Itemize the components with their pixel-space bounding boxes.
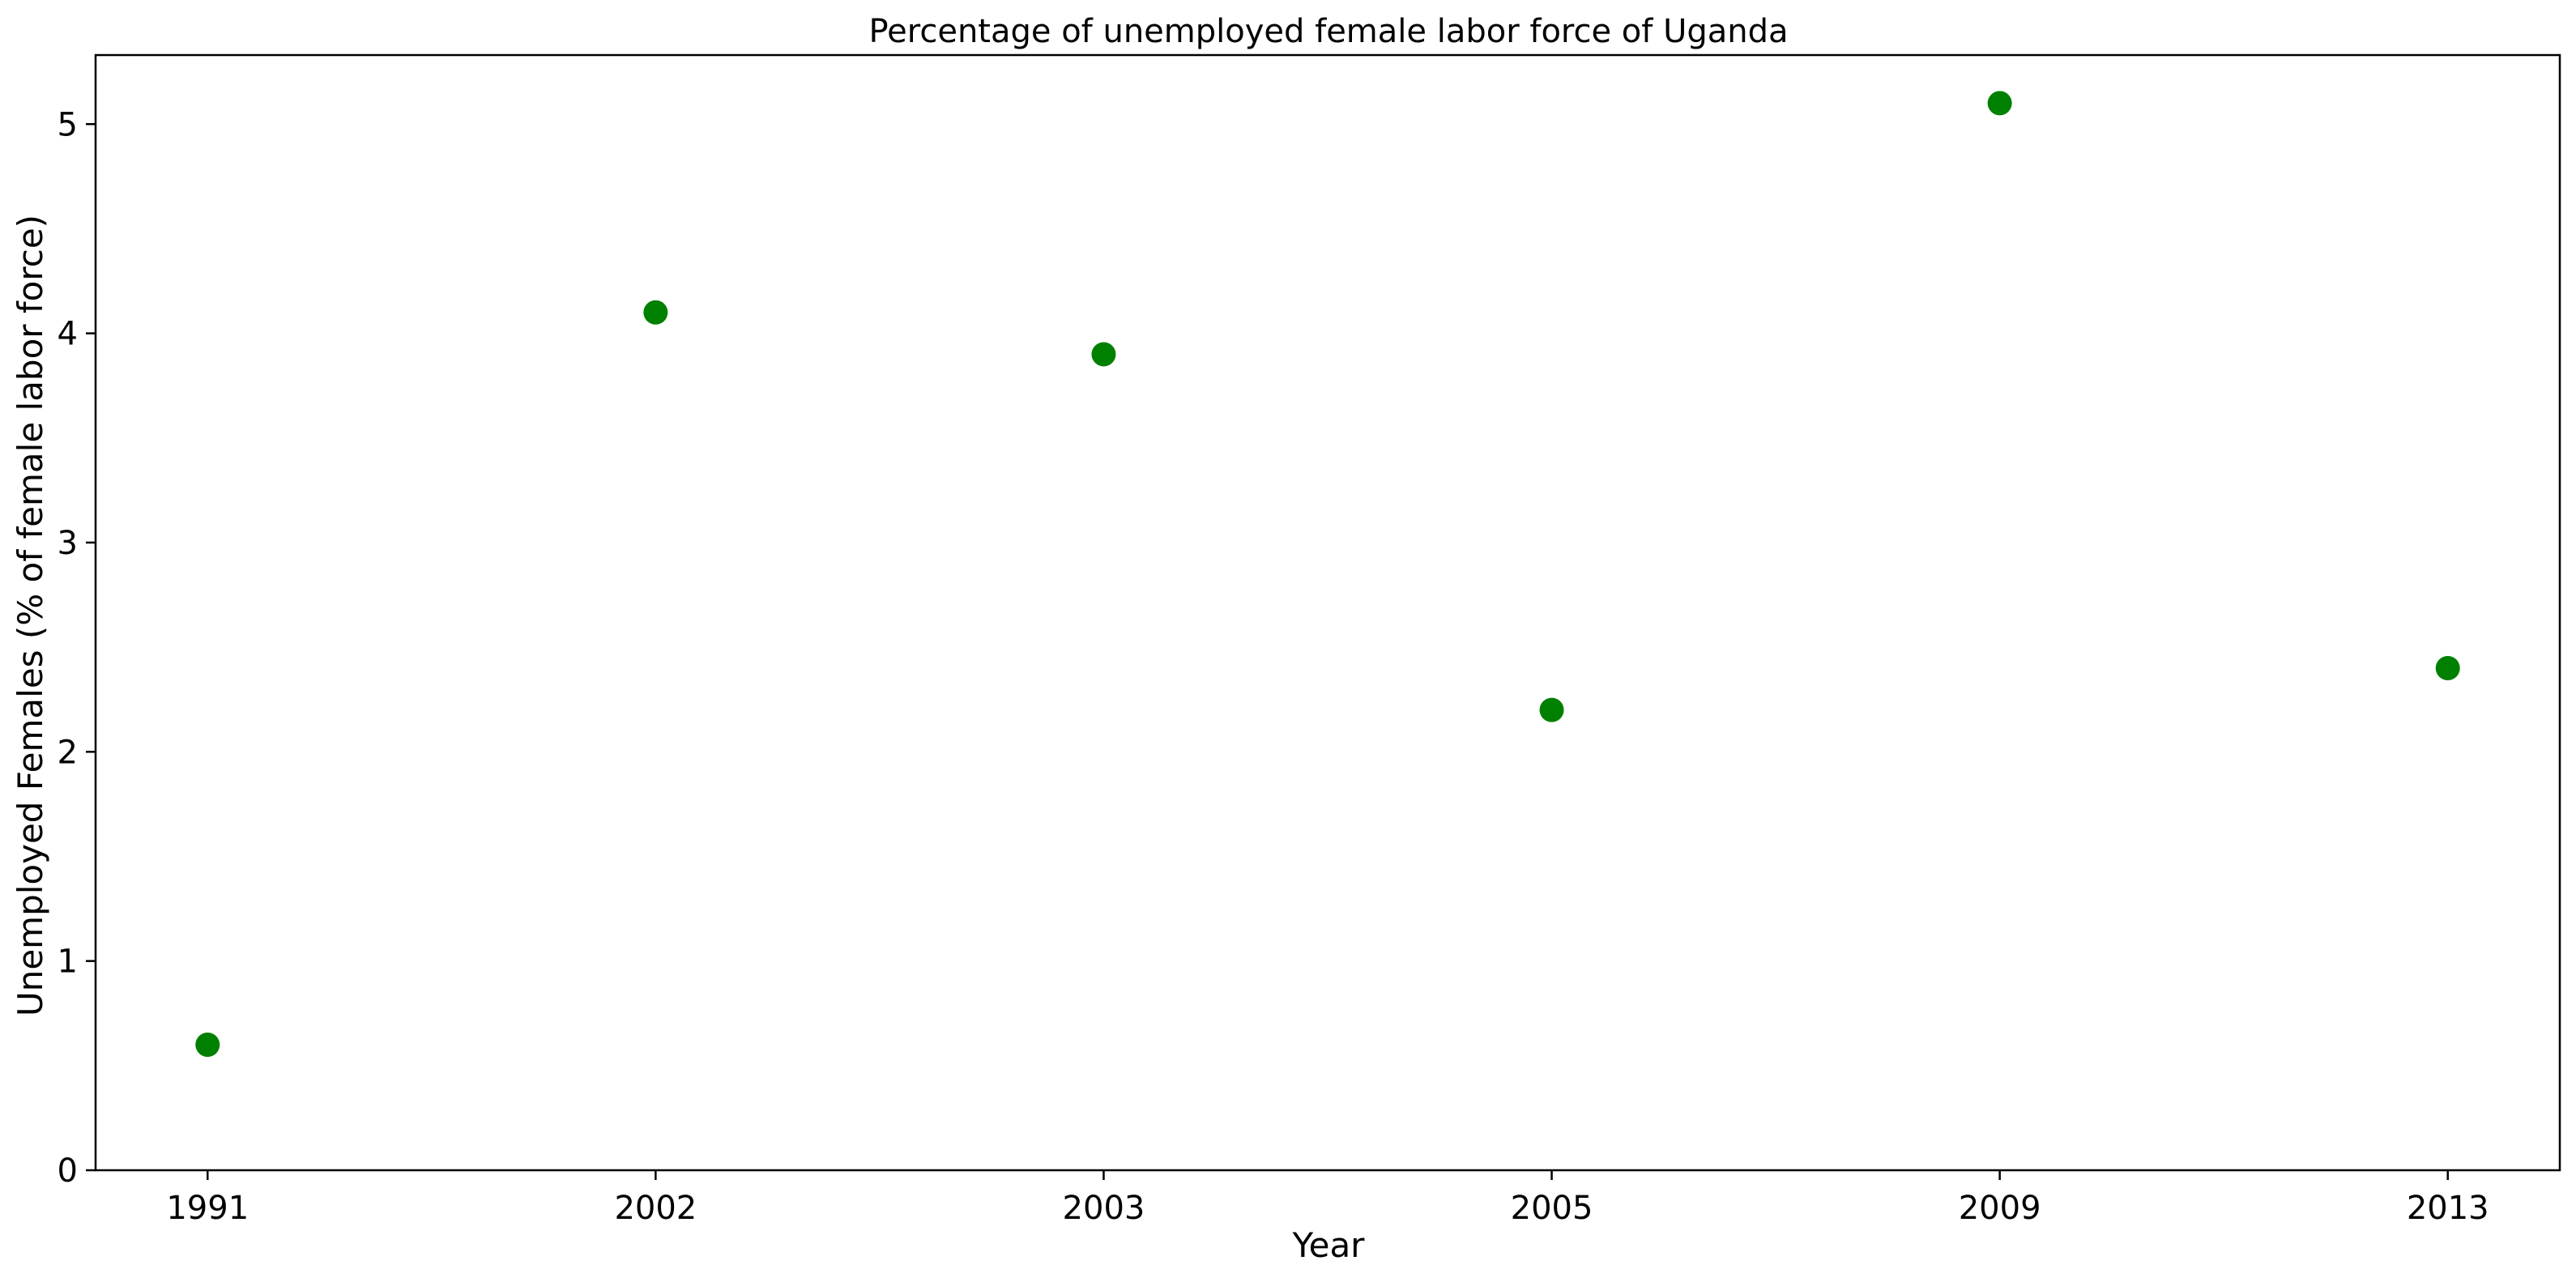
x-tick-label: 2009	[1959, 1190, 2041, 1227]
x-axis: 1991 2002 2003 2005 2009 2013	[166, 1170, 2489, 1227]
y-tick-label: 3	[58, 525, 78, 562]
plot-frame	[94, 53, 2561, 1172]
x-tick-label: 1991	[166, 1190, 249, 1227]
data-point	[1091, 342, 1116, 367]
x-tick-label: 2005	[1511, 1190, 1593, 1227]
x-tick-label: 2003	[1063, 1190, 1145, 1227]
x-axis-label: Year	[1292, 1225, 1366, 1265]
x-tick-label: 2013	[2407, 1190, 2489, 1227]
data-point	[643, 300, 668, 325]
data-points	[195, 91, 2460, 1057]
y-tick-label: 1	[58, 943, 78, 981]
data-point	[195, 1032, 220, 1057]
y-axis: 0 1 2 3 4 5	[58, 106, 96, 1190]
chart-title: Percentage of unemployed female labor fo…	[868, 13, 1788, 50]
y-tick-label: 5	[58, 106, 78, 143]
data-point	[1539, 697, 1564, 722]
data-point	[1987, 91, 2012, 116]
data-point	[2435, 655, 2460, 680]
y-tick-label: 4	[58, 316, 78, 353]
y-tick-label: 0	[58, 1152, 78, 1190]
x-tick-label: 2002	[614, 1190, 697, 1227]
y-tick-label: 2	[58, 734, 78, 771]
plot-area	[94, 53, 2561, 1172]
y-axis-label: Unemployed Females (% of female labor fo…	[11, 215, 50, 1016]
